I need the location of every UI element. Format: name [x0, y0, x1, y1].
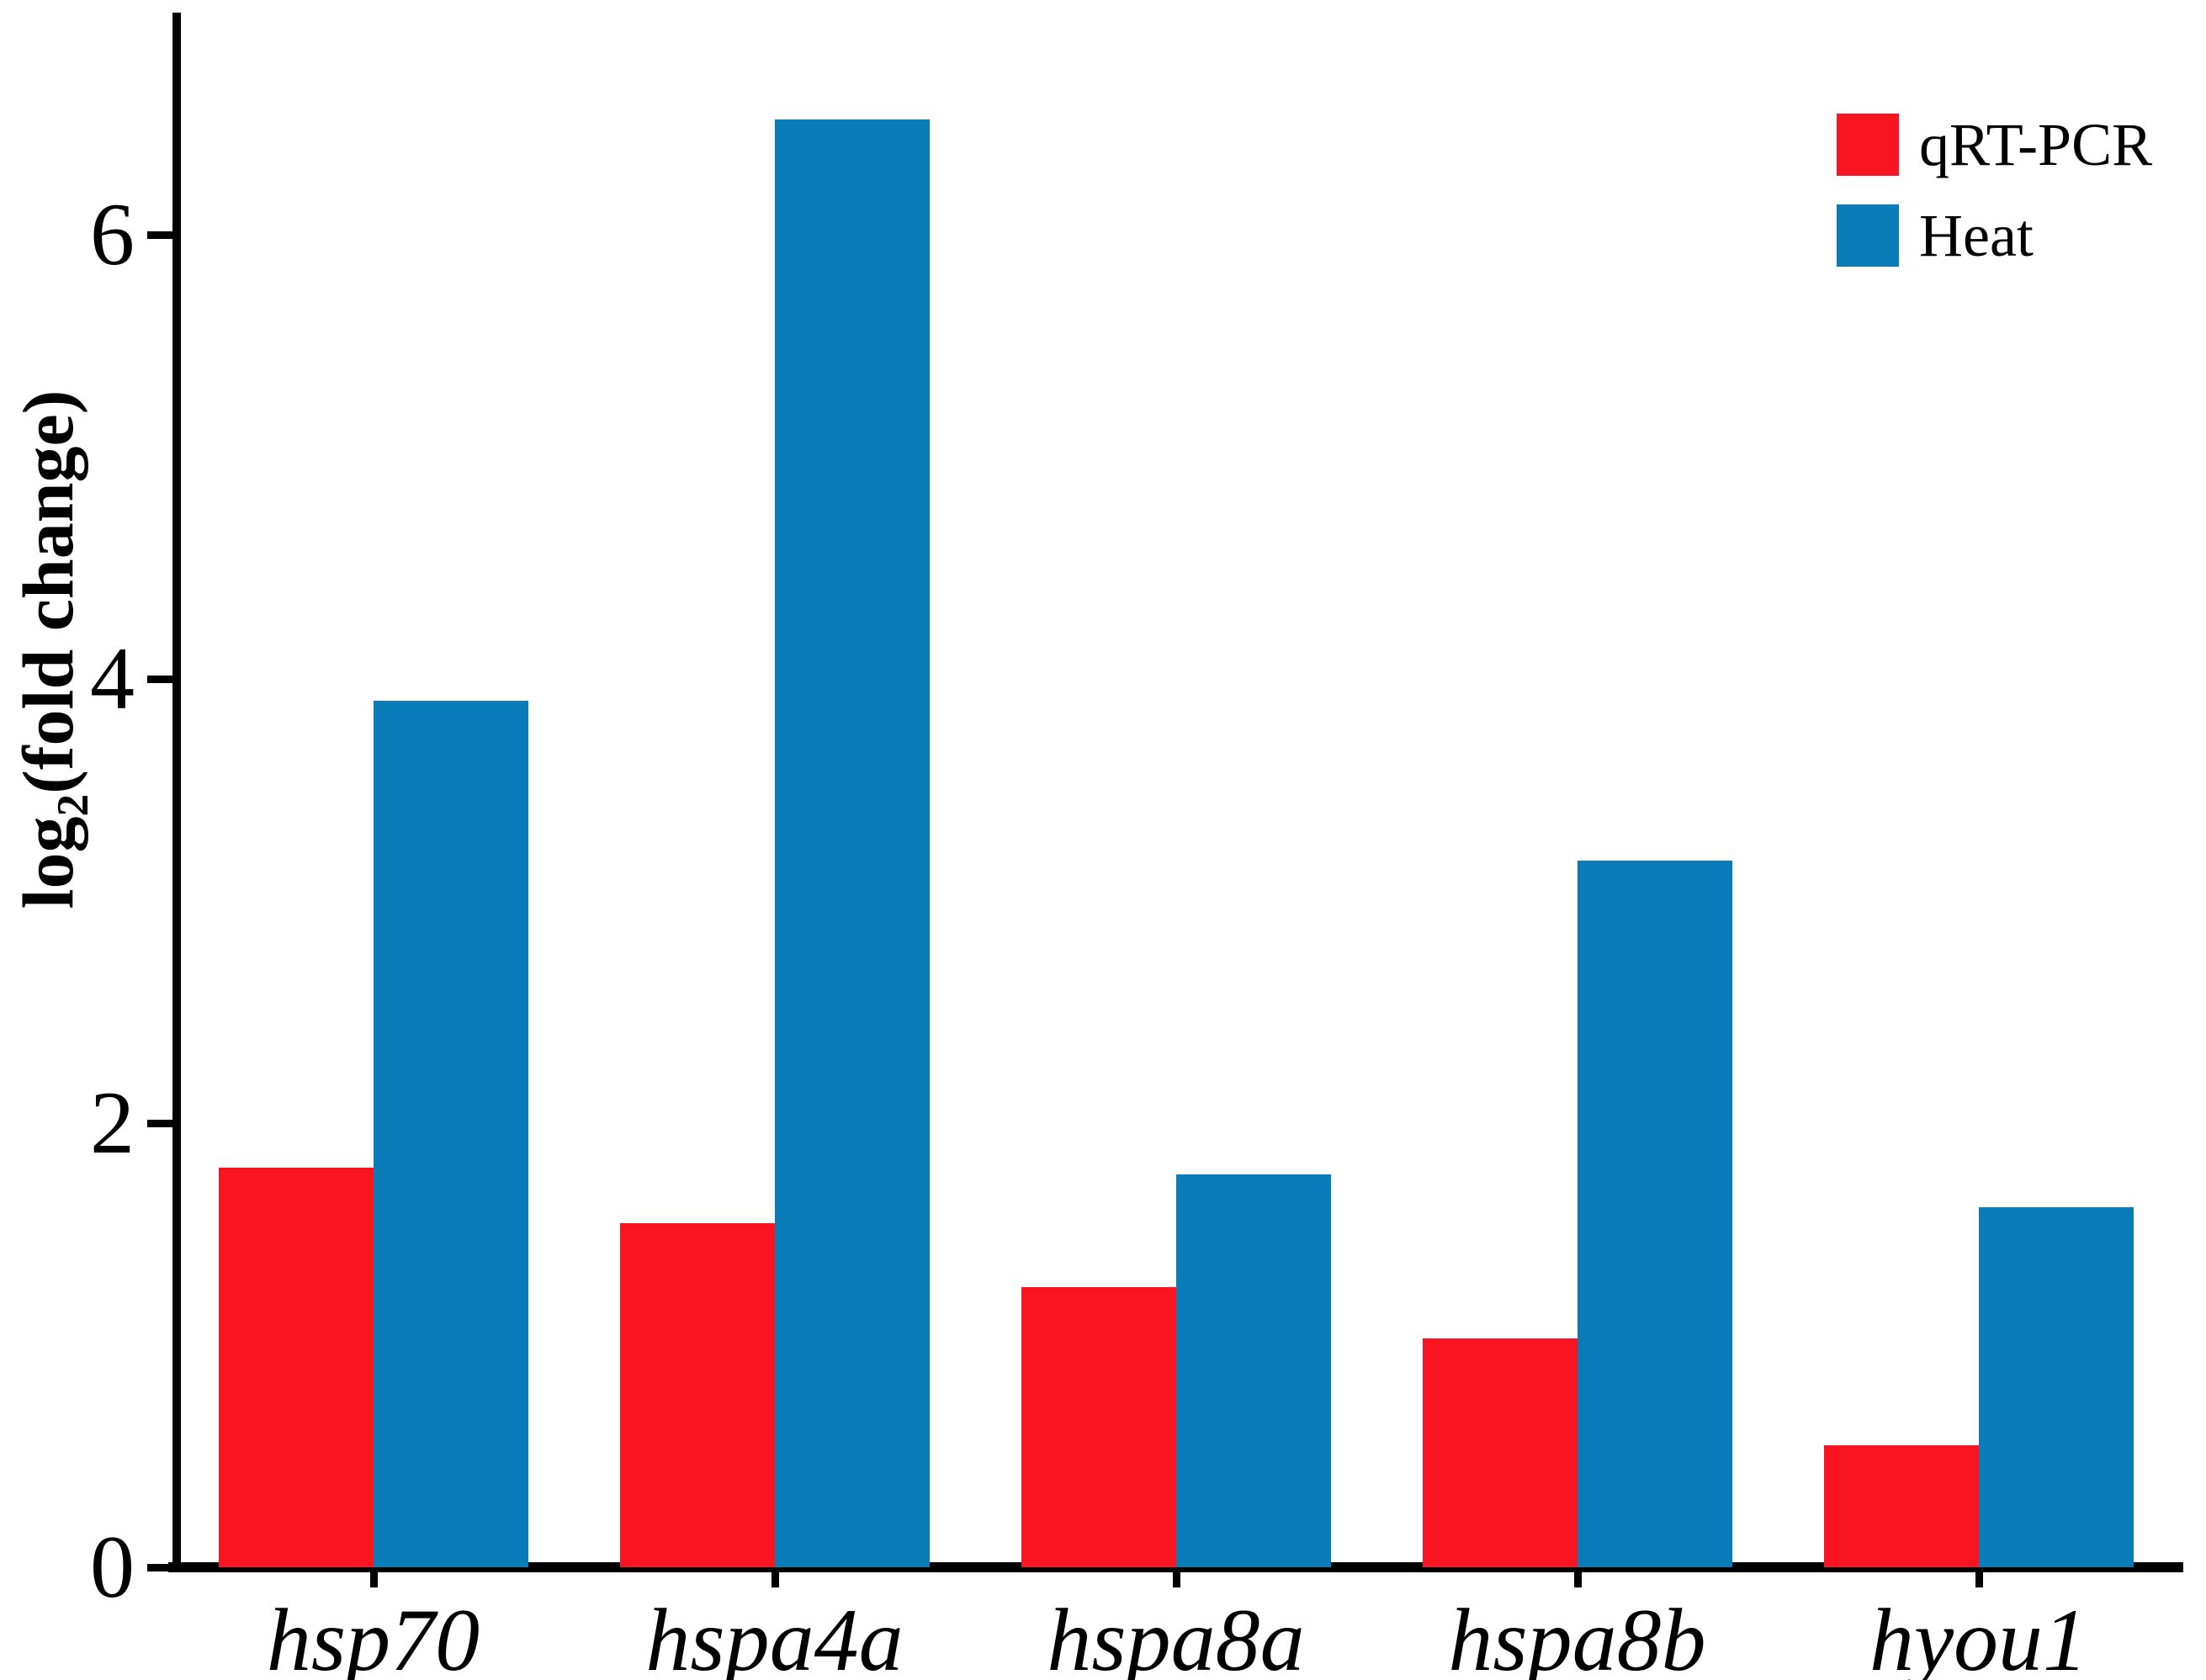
- bar-heat-hyou1: [1979, 1207, 2134, 1567]
- y-tick-mark: [147, 231, 172, 239]
- x-tick-mark: [771, 1572, 779, 1587]
- x-tick-mark: [369, 1572, 378, 1587]
- bar-qrt-pcr-hspa8a: [1021, 1287, 1176, 1567]
- y-tick-label: 0: [90, 1518, 135, 1616]
- legend-item-heat: Heat: [1837, 204, 2152, 267]
- bar-heat-hspa4a: [775, 119, 930, 1567]
- y-tick-label: 4: [90, 629, 135, 728]
- legend-label: Heat: [1919, 202, 2034, 269]
- x-tick-mark: [1975, 1572, 1983, 1587]
- x-category-label-hsp70: hsp70: [266, 1591, 480, 1680]
- x-category-label-hspa8a: hspa8a: [1047, 1591, 1305, 1680]
- y-tick-label: 6: [90, 185, 135, 284]
- x-category-label-hspa4a: hspa4a: [645, 1591, 904, 1680]
- y-tick-label: 2: [90, 1073, 135, 1172]
- legend-label: qRT-PCR: [1919, 111, 2153, 178]
- y-axis-title-subscript: 2: [47, 793, 98, 817]
- x-tick-mark: [1573, 1572, 1582, 1587]
- legend-swatch-icon: [1837, 204, 1899, 267]
- x-tick-mark: [1172, 1572, 1180, 1587]
- bar-heat-hspa8b: [1578, 861, 1732, 1567]
- legend-swatch-icon: [1837, 114, 1899, 176]
- y-tick-mark: [147, 1564, 172, 1571]
- y-tick-mark: [147, 1120, 172, 1127]
- legend-item-qrt-pcr: qRT-PCR: [1837, 114, 2152, 176]
- y-axis-title-prefix: log: [8, 816, 88, 909]
- bar-heat-hspa8a: [1176, 1174, 1331, 1567]
- legend: qRT-PCR Heat: [1837, 114, 2152, 267]
- bar-qrt-pcr-hspa4a: [620, 1223, 775, 1567]
- y-tick-mark: [147, 676, 172, 683]
- bar-heat-hsp70: [374, 701, 528, 1567]
- x-category-label-hspa8b: hspa8b: [1448, 1591, 1706, 1680]
- bar-qrt-pcr-hsp70: [219, 1168, 374, 1567]
- bar-qrt-pcr-hspa8b: [1423, 1338, 1578, 1567]
- y-axis-line: [172, 13, 181, 1572]
- x-category-label-hyou1: hyou1: [1869, 1591, 2088, 1680]
- bar-qrt-pcr-hyou1: [1824, 1445, 1979, 1567]
